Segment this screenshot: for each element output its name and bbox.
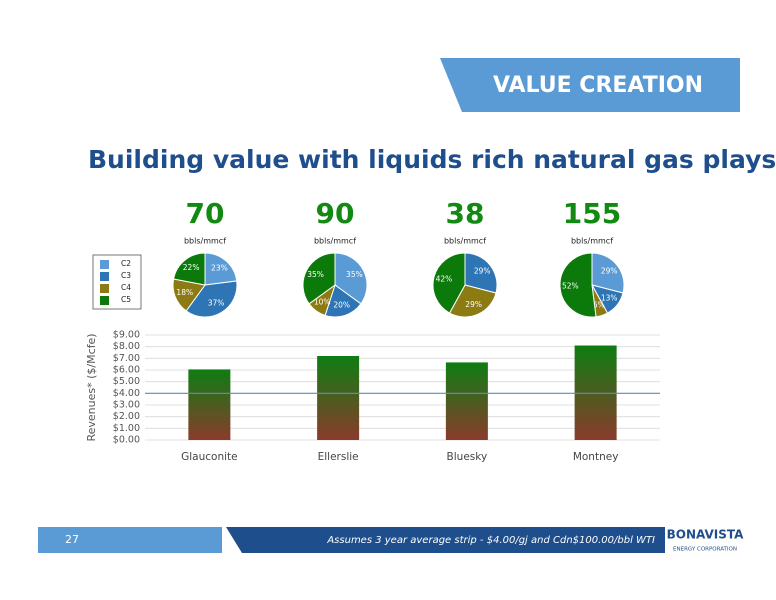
y-tick-label: $9.00	[113, 330, 140, 341]
y-tick-label: $6.00	[113, 365, 140, 376]
y-tick-label: $0.00	[113, 435, 140, 446]
pie-slice	[334, 252, 368, 305]
pie-slice	[448, 284, 497, 318]
pie-slice	[324, 284, 362, 318]
pie-slice	[591, 252, 625, 294]
x-tick-label: Glauconite	[181, 451, 238, 463]
slide-title: Building value with liquids rich natural…	[88, 145, 776, 174]
footer-bar	[226, 527, 665, 553]
pie-slice	[464, 252, 498, 294]
y-tick-label: $5.00	[113, 376, 140, 387]
legend-swatch	[100, 296, 109, 305]
page-number: 27	[65, 533, 79, 546]
pie-slice	[185, 280, 238, 318]
x-tick-label: Bluesky	[447, 451, 488, 463]
banner-text: VALUE CREATION	[493, 73, 703, 98]
y-tick-label: $1.00	[113, 423, 140, 434]
data-label: 6%	[593, 301, 605, 310]
bar	[188, 369, 231, 440]
pie-title: 70	[186, 197, 225, 230]
legend-label: C3	[121, 271, 131, 280]
y-tick-label: $2.00	[113, 411, 140, 422]
pie-unit: bbls/mmcf	[444, 237, 486, 246]
y-tick-label: $3.00	[113, 400, 140, 411]
legend-label: C2	[121, 259, 131, 268]
legend-swatch	[100, 260, 109, 269]
bar	[445, 362, 488, 440]
data-label: 35%	[346, 270, 363, 279]
legend-swatch	[100, 272, 109, 281]
data-label: 29%	[601, 267, 618, 276]
data-label: 10%	[314, 298, 331, 307]
data-label: 22%	[183, 263, 200, 272]
y-tick-label: $4.00	[113, 388, 140, 399]
bar	[317, 356, 360, 440]
data-label: 37%	[208, 299, 225, 308]
x-tick-label: Ellerslie	[318, 451, 359, 463]
data-label: 52%	[562, 281, 579, 290]
data-label: 23%	[211, 264, 228, 273]
data-label: 29%	[465, 300, 482, 309]
pie-slice	[559, 252, 597, 318]
pie-title: 155	[563, 197, 621, 230]
pie-unit: bbls/mmcf	[314, 237, 356, 246]
y-tick-label: $7.00	[113, 353, 140, 364]
footer-note: Assumes 3 year average strip - $4.00/gj …	[326, 535, 655, 546]
legend-swatch	[100, 284, 109, 293]
legend-label: C5	[121, 295, 131, 304]
banner	[440, 58, 740, 112]
data-label: 13%	[601, 293, 618, 302]
legend-label: C4	[121, 283, 131, 292]
logo-sub: ENERGY CORPORATION	[673, 547, 737, 553]
data-label: 29%	[474, 267, 491, 276]
pie-slice	[302, 252, 336, 305]
pie-unit: bbls/mmcf	[184, 237, 226, 246]
pie-slice	[204, 252, 238, 286]
data-label: 35%	[307, 270, 324, 279]
data-label: 18%	[176, 288, 193, 297]
logo: BONAVISTA	[667, 528, 745, 542]
footer-left	[38, 527, 222, 553]
pie-slice	[172, 252, 206, 286]
x-tick-label: Montney	[573, 451, 619, 463]
pie-slice	[432, 252, 466, 314]
data-label: 42%	[436, 275, 453, 284]
y-axis-title: Revenues* ($/Mcfe)	[85, 333, 98, 441]
pie-title: 38	[446, 197, 485, 230]
pie-title: 90	[316, 197, 355, 230]
y-tick-label: $8.00	[113, 341, 140, 352]
data-label: 20%	[333, 301, 350, 310]
pie-unit: bbls/mmcf	[571, 237, 613, 246]
